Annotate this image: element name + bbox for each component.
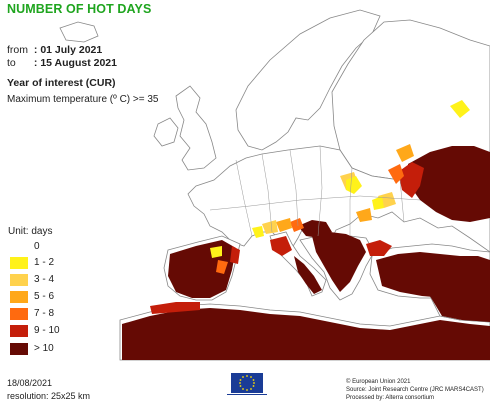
zone-1-2-days [210, 100, 470, 258]
legend-label: 7 - 8 [34, 308, 55, 319]
ireland [153, 117, 179, 147]
legend-label: 5 - 6 [34, 291, 55, 302]
scandinavia [235, 9, 381, 151]
eu-flag-icon [231, 373, 263, 393]
processed-text: Processed by: Alterra consortium [346, 395, 435, 401]
legend-label: 3 - 4 [34, 274, 55, 285]
year-of-interest: Year of interest (CUR) [7, 77, 116, 89]
map-date: 18/08/2021 [7, 378, 53, 388]
period-from-label: from [7, 44, 28, 56]
period-to-label: to [7, 57, 16, 69]
zone-5-6-days [276, 144, 414, 232]
legend-swatch [10, 274, 28, 286]
legend-label: 0 [34, 241, 40, 252]
map-resolution: resolution: 25x25 km [7, 391, 91, 401]
legend-swatch [10, 241, 28, 253]
period-from-value: : 01 July 2021 [33, 44, 103, 56]
great-britain [175, 85, 217, 171]
legend-swatch [10, 343, 28, 355]
zone-9-10-days [150, 162, 424, 314]
legend-swatch [10, 325, 28, 337]
eu-stars-icon [239, 375, 255, 391]
period-to: to : 15 August 2021 [7, 57, 117, 69]
copyright-text: © European Union 2021 [346, 379, 411, 385]
european-commission-logo [227, 373, 267, 395]
iceland [59, 21, 99, 43]
temperature-criteria: Maximum temperature (º C) >= 35 [7, 94, 159, 105]
legend-label: 9 - 10 [34, 325, 60, 336]
period-to-value: : 15 August 2021 [33, 57, 117, 69]
legend-label: > 10 [34, 343, 54, 354]
source-text: Source: Joint Research Centre (JRC MARS4… [346, 387, 484, 393]
map-title: NUMBER OF HOT DAYS [7, 2, 152, 16]
legend-swatch [10, 308, 28, 320]
legend-label: 1 - 2 [34, 257, 55, 268]
legend-swatch [10, 257, 28, 269]
legend-swatch [10, 291, 28, 303]
country-borders [209, 145, 421, 237]
zone-7-8-days [216, 164, 404, 274]
legend-title: Unit: days [8, 226, 53, 237]
zone-over-10-days [122, 146, 490, 360]
period-from: from : 01 July 2021 [7, 44, 102, 56]
